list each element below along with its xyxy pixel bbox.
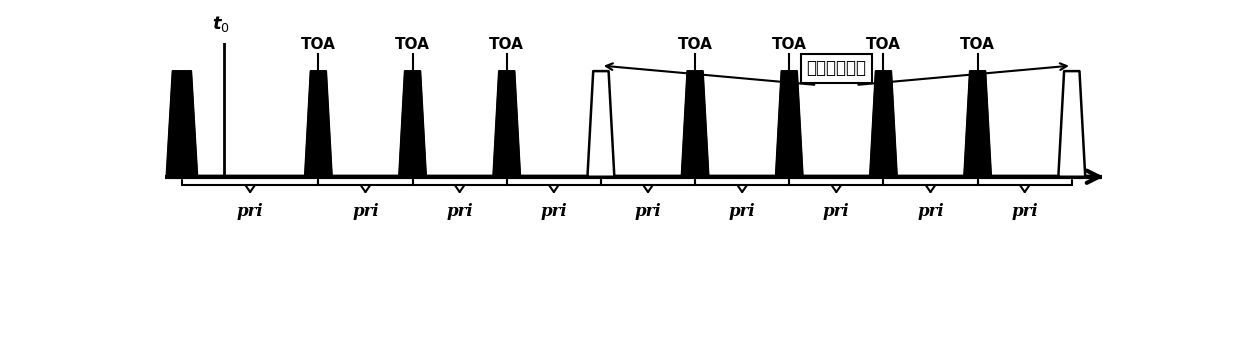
Text: pri: pri bbox=[635, 203, 661, 220]
Text: TOA: TOA bbox=[960, 37, 994, 52]
Text: TOA: TOA bbox=[771, 37, 807, 52]
Text: TOA: TOA bbox=[866, 37, 901, 52]
Polygon shape bbox=[305, 71, 332, 177]
Text: TOA: TOA bbox=[677, 37, 713, 52]
Text: TOA: TOA bbox=[396, 37, 430, 52]
Text: pri: pri bbox=[541, 203, 567, 220]
Text: 未测到的脉冲: 未测到的脉冲 bbox=[806, 59, 867, 77]
Polygon shape bbox=[682, 71, 708, 177]
Text: pri: pri bbox=[1012, 203, 1038, 220]
Polygon shape bbox=[166, 71, 197, 177]
Polygon shape bbox=[870, 71, 897, 177]
Text: pri: pri bbox=[237, 203, 264, 220]
Text: pri: pri bbox=[352, 203, 379, 220]
Polygon shape bbox=[776, 71, 802, 177]
Text: TOA: TOA bbox=[490, 37, 525, 52]
Text: pri: pri bbox=[729, 203, 755, 220]
Polygon shape bbox=[588, 71, 614, 177]
Text: pri: pri bbox=[446, 203, 472, 220]
Text: pri: pri bbox=[823, 203, 849, 220]
Polygon shape bbox=[965, 71, 991, 177]
Polygon shape bbox=[1058, 71, 1085, 177]
Text: pri: pri bbox=[918, 203, 944, 220]
Text: TOA: TOA bbox=[301, 37, 336, 52]
Text: t$_0$: t$_0$ bbox=[212, 14, 231, 34]
Polygon shape bbox=[399, 71, 427, 177]
Polygon shape bbox=[494, 71, 521, 177]
